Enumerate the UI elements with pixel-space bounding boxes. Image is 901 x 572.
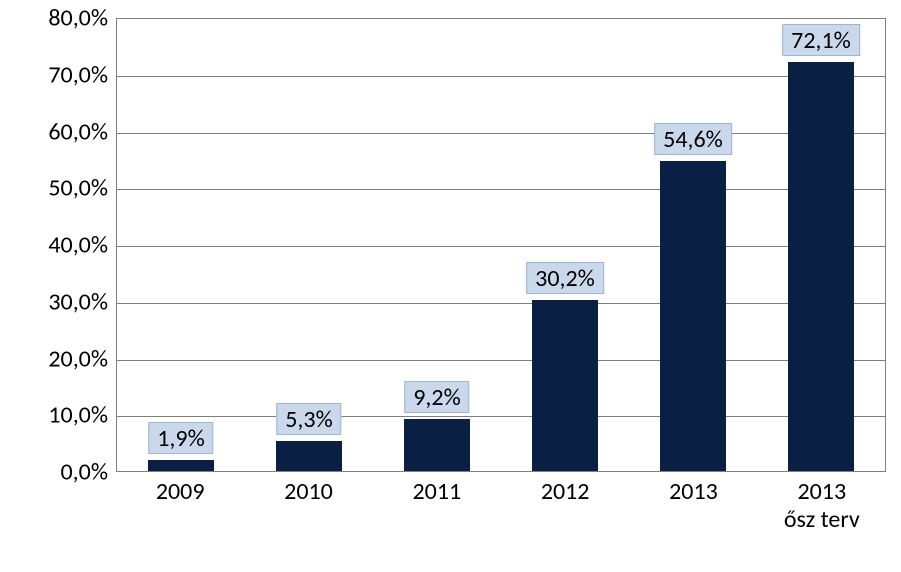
x-tick-label: 2011 [373,478,501,533]
bar-value-label: 72,1% [782,24,860,56]
x-tick-label: 2013 [629,478,757,533]
bar-series: 1,9% 5,3% 9,2% 30,2% 54,6% 72,1% [117,19,885,471]
x-tick-label: 2013 ősz terv [758,478,886,533]
bar: 54,6% [660,161,727,471]
x-axis: 200920102011201220132013 ősz terv [116,478,886,533]
bar-slot: 54,6% [629,19,757,471]
bar-value-label: 54,6% [654,123,732,155]
bar: 30,2% [532,300,599,471]
y-tick-label: 0,0% [61,458,108,487]
y-tick-label: 10,0% [48,401,108,430]
bar-value-label: 1,9% [148,422,213,454]
bar: 1,9% [148,460,215,471]
y-tick-label: 20,0% [48,344,108,373]
bar-slot: 1,9% [117,19,245,471]
x-tick-label: 2010 [244,478,372,533]
x-tick-label: 2012 [501,478,629,533]
y-tick-label: 50,0% [48,174,108,203]
y-tick-label: 60,0% [48,117,108,146]
y-tick-label: 70,0% [48,60,108,89]
y-axis: 0,0%10,0%20,0%30,0%40,0%50,0%60,0%70,0%8… [0,18,108,472]
bar-chart: 0,0% 10,0% 20,0% 30,0% 40,0% 50,0% 60,0% 70,0% 8… [0,0,901,572]
bar-slot: 9,2% [373,19,501,471]
bar-slot: 5,3% [245,19,373,471]
x-tick-label: 2009 [116,478,244,533]
plot-area: 1,9% 5,3% 9,2% 30,2% 54,6% 72,1% [116,18,886,472]
bar-slot: 30,2% [501,19,629,471]
y-tick-label: 30,0% [48,287,108,316]
bar: 9,2% [404,419,471,471]
bar: 5,3% [276,441,343,471]
bar-slot: 72,1% [757,19,885,471]
y-tick-label: 40,0% [48,231,108,260]
bar-value-label: 5,3% [276,403,341,435]
bar-value-label: 30,2% [526,262,604,294]
bar: 72,1% [788,62,855,471]
bar-value-label: 9,2% [404,381,469,413]
y-tick-label: 80,0% [48,4,108,33]
